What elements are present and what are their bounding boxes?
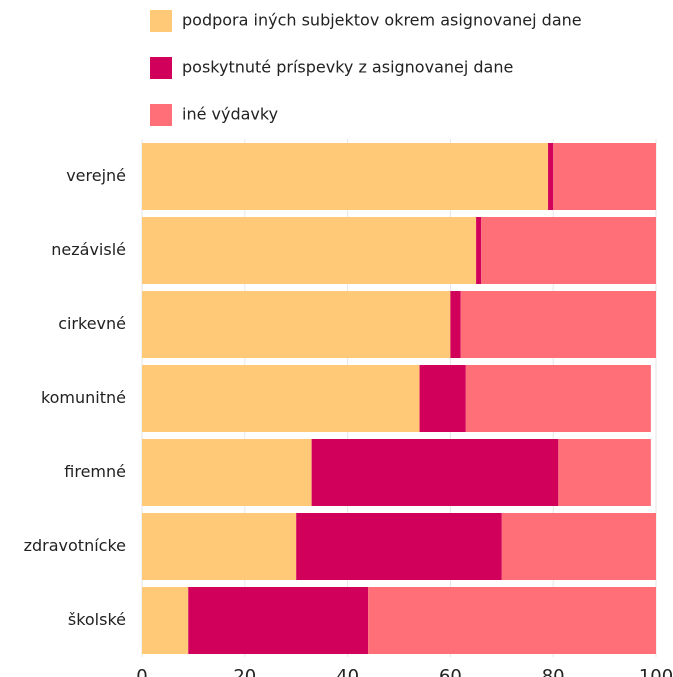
legend-swatch xyxy=(150,10,172,32)
legend-label: podpora iných subjektov okrem asignovane… xyxy=(182,11,582,30)
bar-segment xyxy=(450,291,461,358)
y-tick-label: verejné xyxy=(66,166,126,185)
bar-segment xyxy=(476,217,482,284)
bar-segment xyxy=(501,513,656,580)
x-tick-label: 0 xyxy=(136,666,147,677)
bar-segment xyxy=(548,143,554,210)
bar-segment xyxy=(460,291,656,358)
bar-segment xyxy=(465,365,651,432)
y-tick-label: cirkevné xyxy=(58,314,126,333)
bar-segment xyxy=(142,587,189,654)
x-tick-label: 100 xyxy=(639,666,673,677)
bar-segment xyxy=(419,365,466,432)
x-tick-label: 40 xyxy=(336,666,359,677)
bar-segment xyxy=(481,217,656,284)
bar-segment xyxy=(142,143,549,210)
legend-swatch xyxy=(150,57,172,79)
bar-segment xyxy=(142,439,312,506)
bar-segment xyxy=(188,587,369,654)
bar-segment xyxy=(142,217,477,284)
bar-segment xyxy=(311,439,559,506)
bar-segment xyxy=(296,513,502,580)
y-tick-label: školské xyxy=(68,610,126,629)
y-tick-label: zdravotnícke xyxy=(24,536,126,555)
bar-segment xyxy=(553,143,656,210)
bar-segment xyxy=(142,291,451,358)
x-tick-label: 60 xyxy=(439,666,462,677)
y-tick-label: firemné xyxy=(64,462,126,481)
bar-segment xyxy=(368,587,656,654)
bar-segment xyxy=(142,513,297,580)
bar-segment xyxy=(142,365,420,432)
x-tick-label: 20 xyxy=(233,666,256,677)
legend-label: iné výdavky xyxy=(182,105,278,124)
bar-segment xyxy=(558,439,651,506)
x-tick-label: 80 xyxy=(542,666,565,677)
y-tick-label: komunitné xyxy=(41,388,126,407)
y-tick-label: nezávislé xyxy=(51,240,126,259)
legend-swatch xyxy=(150,104,172,126)
legend-label: poskytnuté príspevky z asignovanej dane xyxy=(182,58,513,77)
